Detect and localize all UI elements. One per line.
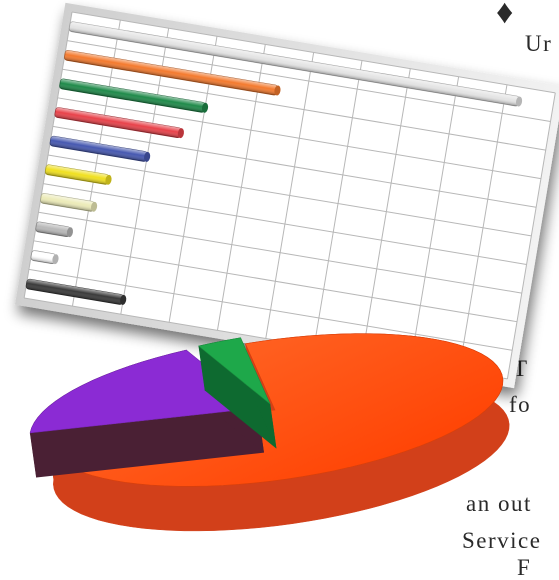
- bar-end-cap: [90, 201, 98, 212]
- pie-slice-face: [30, 408, 264, 478]
- pie: [29, 333, 510, 532]
- pie-slice-face: [198, 346, 277, 449]
- bar-end-cap: [274, 85, 281, 96]
- bar-shading: [26, 279, 124, 305]
- bar-shading: [64, 50, 278, 95]
- bar-end-cap: [66, 227, 74, 238]
- bar-chart-panel: [14, 2, 559, 389]
- text-fragment: Service: [462, 528, 542, 553]
- bar-shading: [50, 136, 148, 162]
- bar: [35, 221, 74, 238]
- bar: [54, 107, 184, 139]
- text-fragment: an out: [466, 491, 532, 516]
- bar-end-cap: [120, 294, 127, 305]
- bar-shading: [59, 79, 206, 113]
- grid-line-horizontal: [71, 11, 556, 94]
- grid-line-horizontal: [62, 68, 546, 151]
- bar: [59, 78, 209, 113]
- bar-end-cap: [144, 151, 151, 162]
- bar: [40, 193, 98, 212]
- bar-shading: [30, 250, 56, 264]
- bar: [25, 278, 127, 305]
- pie-slice: [198, 337, 277, 449]
- pie-slice-top: [29, 349, 259, 434]
- bar-chart: [14, 2, 559, 389]
- bar-end-cap: [201, 102, 209, 113]
- bar-shading: [54, 107, 182, 138]
- bar-shading: [69, 21, 520, 106]
- grid-line-horizontal: [57, 97, 542, 180]
- pie-slice-top: [198, 337, 271, 405]
- bar-shading: [35, 222, 71, 237]
- bar-end-cap: [515, 96, 523, 107]
- bar: [68, 21, 523, 107]
- grid-line-horizontal: [33, 240, 518, 323]
- bar: [64, 50, 281, 96]
- bar: [30, 250, 59, 265]
- bar: [44, 164, 112, 185]
- diamond-bullet-icon: ♦: [496, 0, 515, 31]
- grid-line-horizontal: [28, 268, 513, 351]
- grid-line-horizontal: [47, 154, 532, 237]
- bar: [49, 135, 151, 162]
- pie-chart: [29, 333, 510, 532]
- grid-line-horizontal: [38, 211, 522, 294]
- grid-line-vertical: [23, 11, 73, 299]
- grid-line-horizontal: [43, 183, 527, 265]
- grid-line-horizontal: [67, 40, 551, 122]
- text-fragment: fo: [509, 392, 532, 417]
- bar-end-cap: [52, 254, 59, 265]
- grid-line-horizontal: [52, 125, 537, 208]
- bar-end-cap: [105, 174, 112, 185]
- bar-shading: [40, 193, 95, 212]
- bar-shading: [45, 164, 109, 185]
- bar-end-cap: [177, 128, 184, 139]
- chart-stage: [14, 2, 559, 532]
- text-fragment: Ur: [525, 31, 553, 56]
